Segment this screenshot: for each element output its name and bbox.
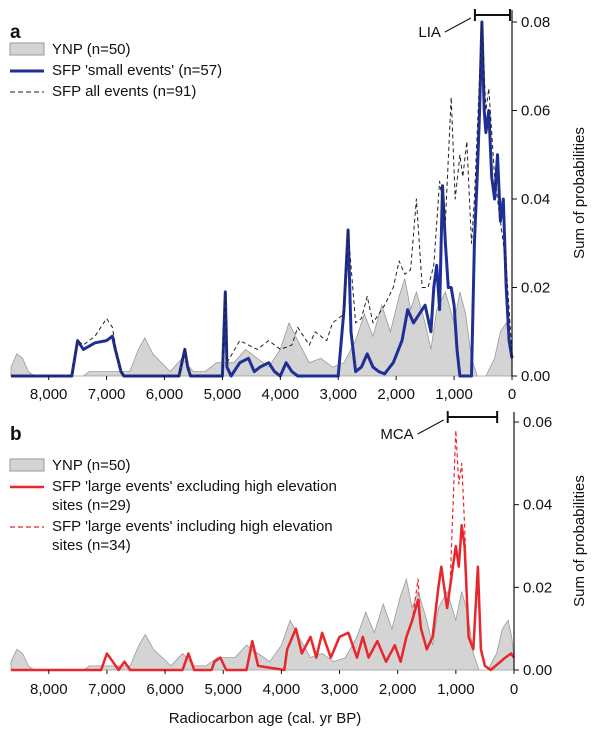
legend-swatch [10,69,44,73]
x-tick-label: 5,000 [204,681,242,698]
y-tick-label: 0.00 [521,368,550,385]
y-axis-label: Sum of probabilities [571,475,588,607]
y-tick-label: 0.02 [521,280,550,297]
legend-entry: SFP 'large events' excluding high elevat… [8,477,352,515]
x-tick-label: 6,000 [146,681,184,698]
x-tick-label: 6,000 [146,386,184,403]
y-axis-label: Sum of probabilities [571,127,588,259]
annotation-label: LIA [418,24,441,41]
x-tick-label: 8,000 [30,386,68,403]
y-tick-label: 0.08 [521,14,550,31]
legend-swatch [10,91,44,93]
legend-label: SFP 'small events' (n=57) [52,62,223,79]
x-tick-label: 1,000 [437,681,475,698]
legend-swatch [9,458,45,472]
x-axis-label: Radiocarbon age (cal. yr BP) [169,710,362,727]
area [10,577,515,671]
legend: YNP (n=50) SFP 'small events' (n=57) SFP a… [8,40,352,103]
x-tick-label: 0 [508,386,516,403]
x-tick-label: 7,000 [88,681,126,698]
legend-swatch [10,485,44,489]
legend-entry: SFP 'large events' including high elevat… [8,517,352,555]
x-tick-label: 8,000 [30,681,68,698]
x-tick-label: 3,000 [319,386,357,403]
leader-line [444,17,472,33]
x-tick-label: 0 [510,681,518,698]
y-tick-label: 0.04 [523,497,552,514]
legend-label: SFP 'large events' including high elevat… [52,518,333,554]
x-tick-label: 7,000 [88,386,126,403]
legend-label: SFP 'large events' excluding high elevat… [52,478,337,514]
y-tick-label: 0.02 [523,579,552,596]
x-tick-label: 3,000 [321,681,359,698]
y-tick-label: 0.06 [521,103,550,120]
legend-entry: YNP (n=50) [8,40,352,59]
legend-swatch [9,42,45,56]
x-tick-label: 5,000 [204,386,242,403]
swatch [9,458,45,472]
legend-label: YNP (n=50) [52,41,131,58]
y-tick-label: 0.04 [521,191,550,208]
legend-entry: SFP all events (n=91) [8,82,352,101]
annotation-label: MCA [380,426,413,443]
panel-label: b [10,424,22,445]
swatch [9,42,45,56]
legend-label: SFP all events (n=91) [52,83,197,100]
x-tick-label: 2,000 [379,681,417,698]
x-tick-label: 1,000 [435,386,473,403]
x-tick-label: 4,000 [262,386,300,403]
legend-entry: YNP (n=50) [8,456,352,475]
area [10,278,513,377]
legend-entry: SFP 'small events' (n=57) [8,61,352,80]
x-tick-label: 4,000 [263,681,301,698]
line [11,21,513,377]
y-tick-label: 0.06 [523,414,552,431]
y-tick-label: 0.00 [523,662,552,679]
legend: YNP (n=50) SFP 'large events' excluding h… [8,456,352,557]
line [11,524,516,672]
panel-label: a [10,22,21,43]
legend-swatch [10,526,44,528]
line [400,429,470,662]
leader-line [417,419,444,435]
legend-label: YNP (n=50) [52,457,131,474]
x-tick-label: 2,000 [377,386,415,403]
